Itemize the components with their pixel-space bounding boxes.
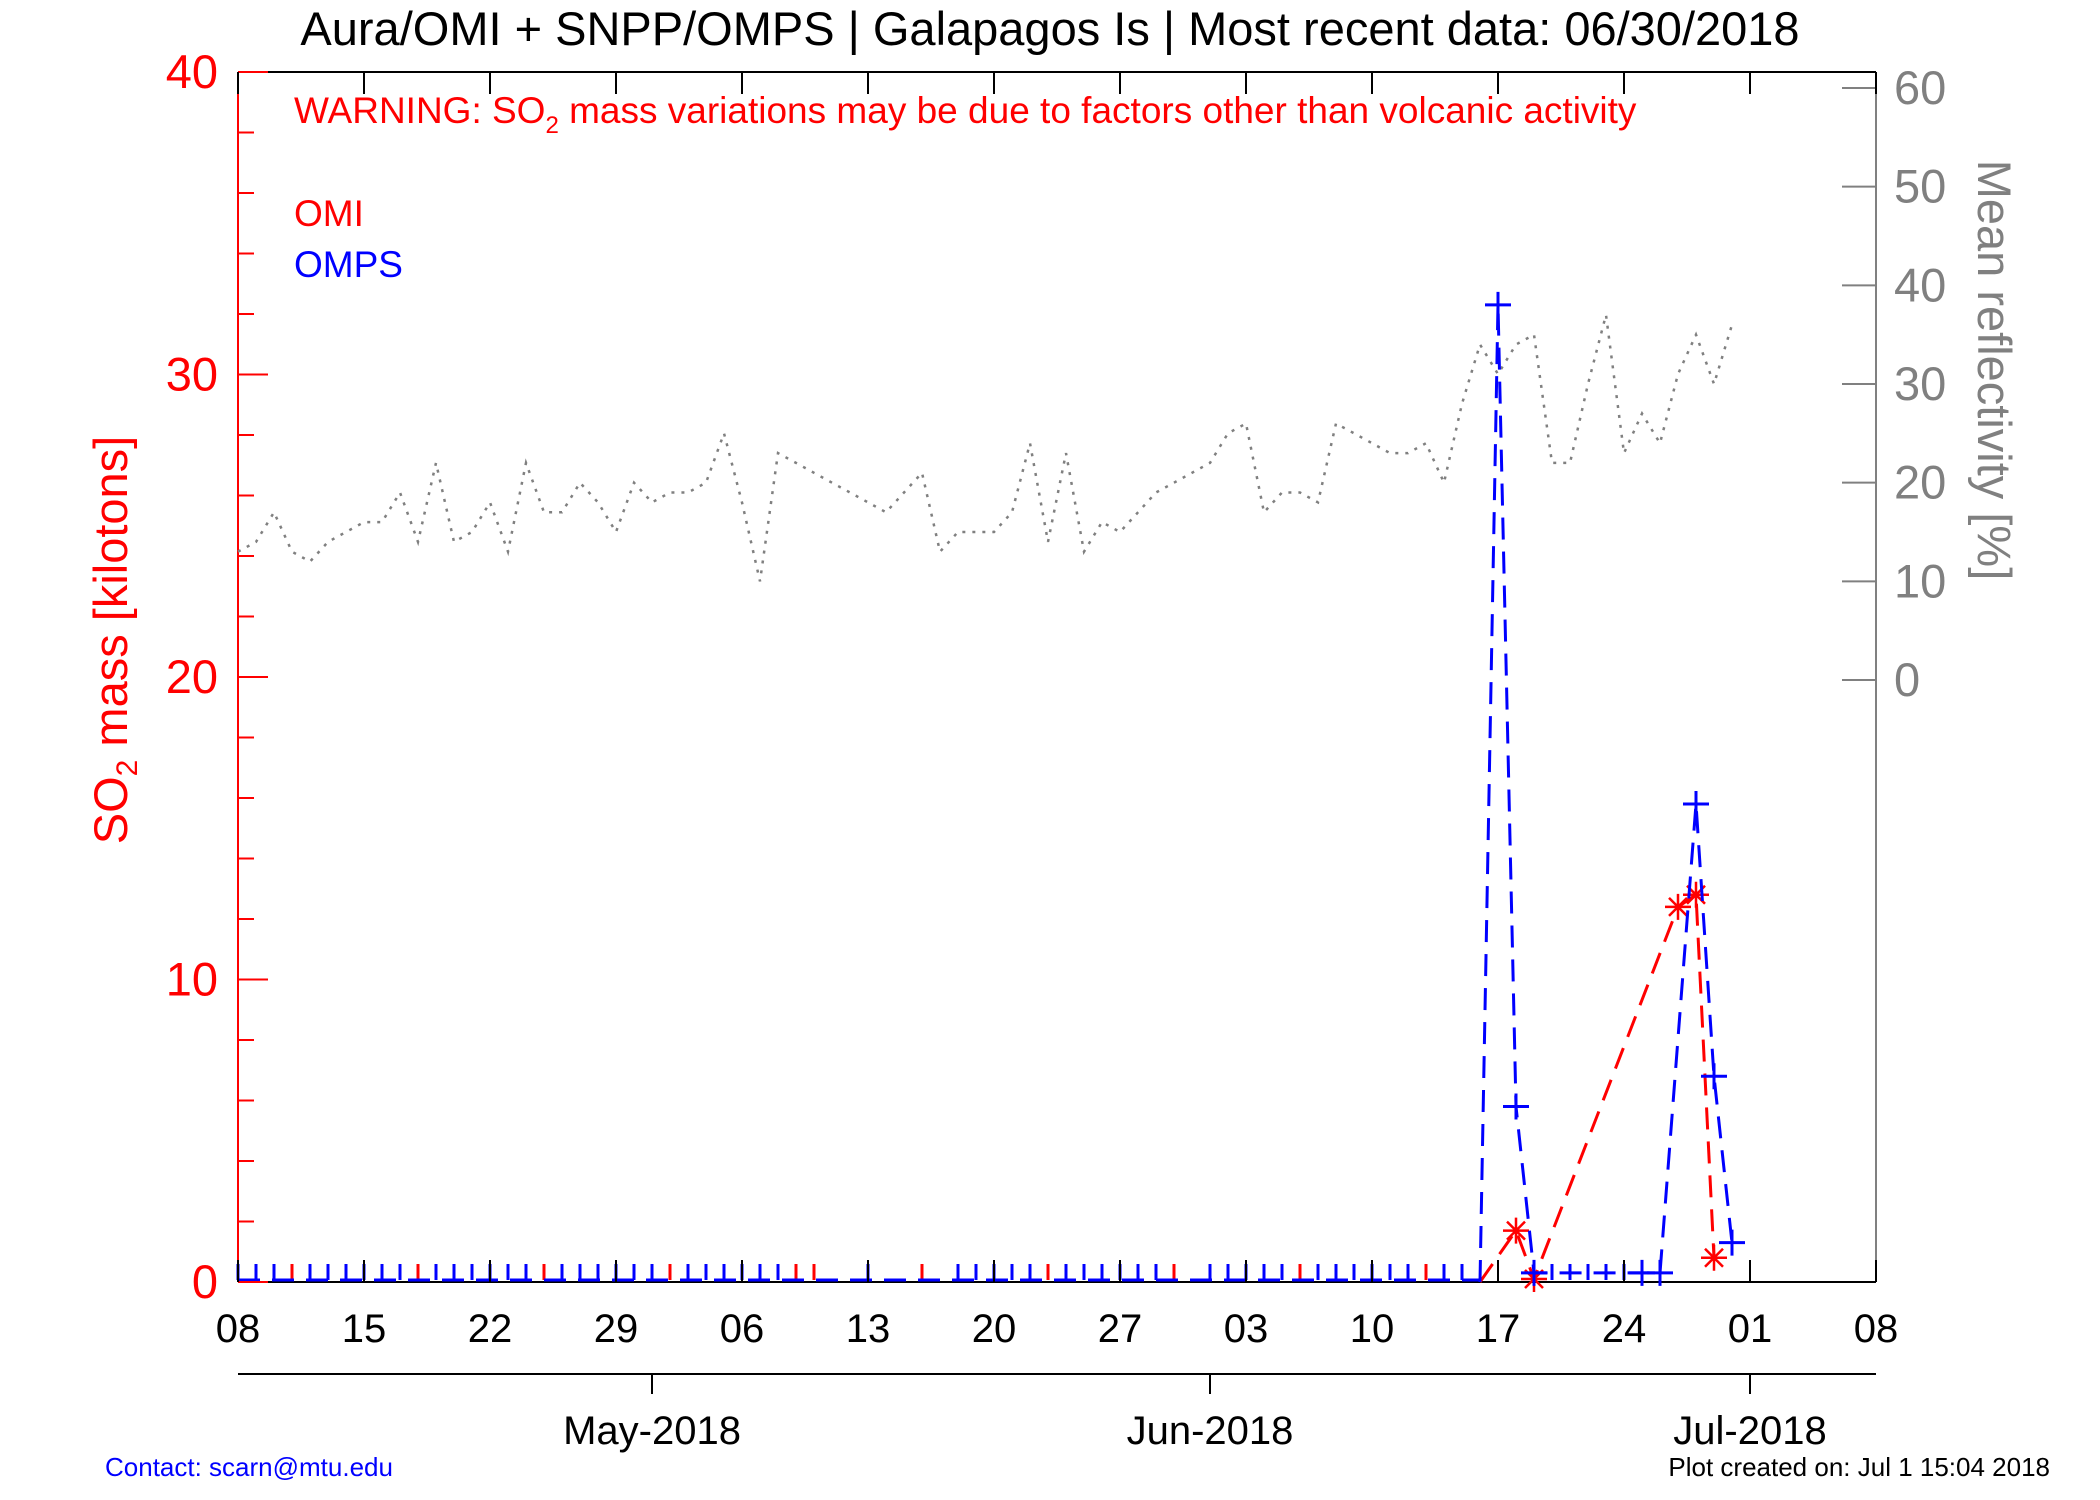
- y-right-tick-label: 40: [1894, 258, 1946, 311]
- omi-point: [1503, 1217, 1529, 1244]
- y-left-label-prefix: SO: [84, 776, 137, 844]
- y-left-tick-label: 0: [192, 1255, 218, 1308]
- y-right-tick-label: 10: [1894, 554, 1946, 607]
- omps-point: [1503, 1093, 1529, 1120]
- left-axis: 0 10 20 30 40: [166, 45, 268, 1308]
- y-left-tick-label: 30: [166, 348, 218, 401]
- omi-point: [1683, 881, 1709, 908]
- legend-omps: OMPS: [294, 244, 403, 285]
- chart-title: Aura/OMI + SNPP/OMPS | Galapagos Is | Mo…: [300, 2, 1799, 55]
- omi-line: [1478, 892, 1716, 1284]
- omi-point: [1701, 1244, 1727, 1271]
- omps-point: [1485, 291, 1511, 318]
- created-text: Plot created on: Jul 1 15:04 2018: [1668, 1452, 2050, 1482]
- x-tick-label: 03: [1224, 1307, 1269, 1351]
- y-left-label-subscript: 2: [111, 760, 144, 777]
- month-label: May-2018: [563, 1409, 741, 1453]
- x-tick-label: 08: [1854, 1307, 1899, 1351]
- y-left-tick-label: 10: [166, 953, 218, 1006]
- omps-point: [1521, 1259, 1547, 1286]
- month-axis: May-2018 Jun-2018 Jul-2018: [238, 1373, 1876, 1453]
- warning-prefix: WARNING: SO: [294, 90, 545, 131]
- plot-frame: [237, 71, 1877, 1283]
- x-tick-label: 06: [720, 1307, 765, 1351]
- reflectivity-line: [237, 314, 1734, 582]
- x-tick-label: 10: [1350, 1307, 1395, 1351]
- x-tick-label: 13: [846, 1307, 891, 1351]
- x-tick-label: 29: [594, 1307, 639, 1351]
- month-label: Jul-2018: [1673, 1409, 1826, 1453]
- omps-line: [1478, 304, 1734, 1283]
- x-axis: 08 15 22 29 06 13 20 27 03 10 17 24 01 08: [216, 72, 1899, 1351]
- y-axis-right-label: Mean reflectivity [%]: [1968, 160, 2021, 581]
- y-axis-left-label: SO2 mass [kilotons]: [84, 436, 144, 845]
- y-right-tick-label: 0: [1894, 653, 1920, 706]
- x-tick-label: 01: [1728, 1307, 1773, 1351]
- x-tick-label: 08: [216, 1307, 261, 1351]
- legend-omi: OMI: [294, 193, 364, 234]
- month-label: Jun-2018: [1127, 1409, 1294, 1453]
- x-tick-label: 20: [972, 1307, 1017, 1351]
- y-right-tick-label: 60: [1894, 61, 1946, 114]
- right-axis: 0 10 20 30 40 50 60: [1842, 61, 1946, 706]
- x-tick-label: 27: [1098, 1307, 1143, 1351]
- y-left-tick-label: 40: [166, 45, 218, 98]
- x-tick-label: 15: [342, 1307, 387, 1351]
- warning-subscript: 2: [545, 112, 558, 139]
- contact-text[interactable]: Contact: scarn@mtu.edu: [105, 1452, 393, 1482]
- omps-point: [1647, 1259, 1673, 1286]
- y-left-label-suffix: mass [kilotons]: [84, 436, 137, 760]
- warning-suffix: mass variations may be due to factors ot…: [559, 90, 1637, 131]
- omps-series: [236, 291, 1745, 1286]
- y-right-tick-label: 30: [1894, 357, 1946, 410]
- x-tick-label: 17: [1476, 1307, 1521, 1351]
- omps-point: [1683, 791, 1709, 818]
- reflectivity-series: [237, 314, 1734, 582]
- omps-point: [1701, 1063, 1727, 1090]
- y-right-tick-label: 20: [1894, 456, 1946, 509]
- x-tick-label: 24: [1602, 1307, 1647, 1351]
- omi-point: [1665, 893, 1691, 920]
- warning-text: WARNING: SO2 mass variations may be due …: [294, 90, 1637, 139]
- y-left-tick-label: 20: [166, 650, 218, 703]
- x-tick-label: 22: [468, 1307, 513, 1351]
- omps-point: [1719, 1229, 1745, 1256]
- y-right-tick-label: 50: [1894, 160, 1946, 213]
